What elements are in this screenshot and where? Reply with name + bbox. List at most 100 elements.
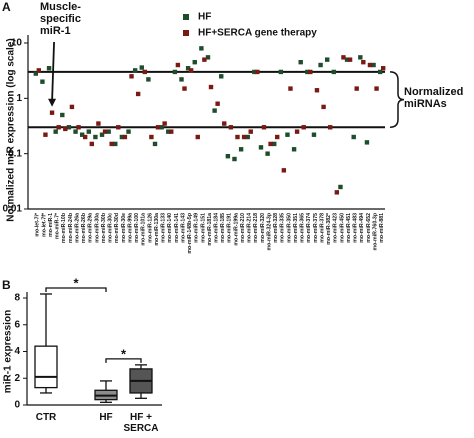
data-point [374, 86, 379, 91]
data-point [188, 68, 194, 73]
x-tick-label: mo-miR-30e [121, 213, 127, 243]
data-point [294, 129, 300, 134]
data-point [338, 184, 343, 190]
data-point [347, 57, 353, 62]
data-point [82, 134, 88, 140]
x-tick-label: mo-miR-30c [108, 213, 114, 243]
x-tick-label: mo-miR-126 [147, 213, 153, 243]
x-tick-label: mo-miR-181a [207, 213, 213, 246]
x-tick-label: mo-miR-335 [280, 213, 286, 243]
data-point [162, 121, 167, 126]
data-point [205, 55, 211, 60]
data-point [135, 91, 141, 97]
y-tick-label: 0 [14, 400, 20, 411]
data-point [46, 66, 52, 71]
data-point [261, 125, 267, 130]
data-point [149, 134, 154, 140]
data-point [314, 88, 320, 93]
legend-label: HF [198, 12, 211, 23]
data-point [377, 69, 383, 75]
data-point [93, 134, 98, 140]
x-tick-label: mo-miR-141 [174, 213, 180, 243]
data-point [79, 132, 85, 137]
data-point [331, 69, 337, 75]
x-tick-label: HF [99, 412, 113, 423]
x-tick-label: mo-let-7i* [35, 212, 41, 237]
data-point [53, 129, 58, 134]
data-point [159, 125, 164, 130]
brace [389, 71, 405, 129]
data-point [43, 132, 48, 137]
data-point [102, 129, 108, 134]
x-tick-label: mo-miR-1 [48, 213, 54, 237]
panel-label: B [2, 278, 11, 292]
significance-bracket [45, 287, 107, 292]
data-point [146, 77, 151, 82]
data-point [109, 141, 114, 147]
x-tick-label: mo-let-7f* [41, 212, 47, 237]
data-point [311, 132, 317, 137]
data-point [86, 129, 91, 134]
data-point [344, 57, 350, 62]
x-tick-label: mo-miR-423 [333, 213, 339, 243]
data-point [225, 153, 231, 159]
x-tick-label: mo-miR-760-3p [372, 213, 378, 250]
x-tick-label: mo-miR-30a [94, 213, 100, 243]
data-point [139, 65, 144, 70]
panel-label: A [2, 0, 11, 14]
x-tick-label: mo-miR-24b [68, 213, 74, 243]
data-point [325, 57, 330, 62]
x-tick-label: mo-miR-328 [273, 213, 279, 243]
significance-label: * [121, 346, 127, 361]
data-point [281, 168, 287, 173]
data-point [245, 134, 250, 140]
x-tick-label: mo-miR-324-3p [266, 213, 272, 250]
y-tick-label: 1 [16, 93, 22, 104]
data-point [40, 79, 45, 84]
data-point [232, 156, 237, 162]
x-tick-label: mo-miR-214 [247, 213, 253, 243]
annotation-text: Muscle-specific miR-1 [40, 1, 81, 37]
y-tick-label: 8 [14, 293, 20, 304]
data-point [305, 69, 310, 75]
significance-bracket [105, 358, 142, 363]
data-point [99, 132, 105, 137]
significance-label: * [73, 275, 79, 290]
x-tick-label: mo-miR-143 [180, 213, 186, 243]
data-point [351, 134, 356, 140]
data-point [301, 125, 306, 130]
x-tick-label: mo-miR-130a [154, 213, 160, 246]
data-point [166, 129, 171, 134]
x-tick-label: mo-miR-99a [127, 213, 133, 243]
range-label: Normalized miRNAs [404, 86, 464, 110]
data-point [238, 147, 244, 152]
data-point [49, 110, 55, 115]
y-axis-title: Normalized miR expression (log scale) [6, 38, 17, 221]
x-tick-label: mo-miR-151 [200, 213, 206, 243]
x-tick-label: mo-miR-30b [101, 213, 107, 243]
data-point [291, 147, 297, 152]
data-point [275, 134, 280, 140]
data-point [364, 140, 370, 145]
data-point [142, 69, 147, 75]
y-tick-label: 0.01 [3, 204, 23, 215]
data-point [328, 125, 333, 130]
data-point [265, 151, 270, 156]
x-tick-label: mo-miR-382* [326, 212, 332, 245]
x-tick-label: mo-miR-149 [194, 213, 200, 243]
data-point [73, 129, 78, 134]
data-point [185, 66, 191, 71]
data-point [358, 55, 363, 60]
data-point [66, 125, 72, 130]
data-point [129, 74, 134, 79]
data-point [175, 62, 181, 68]
data-point [241, 134, 247, 140]
data-point [278, 69, 284, 75]
data-point [119, 134, 125, 140]
data-point [56, 125, 61, 130]
data-point [202, 57, 207, 62]
x-tick-label: mo-miR-26b [81, 213, 87, 243]
x-tick-label: mo-miR-184 [213, 213, 219, 243]
data-point [212, 108, 217, 113]
